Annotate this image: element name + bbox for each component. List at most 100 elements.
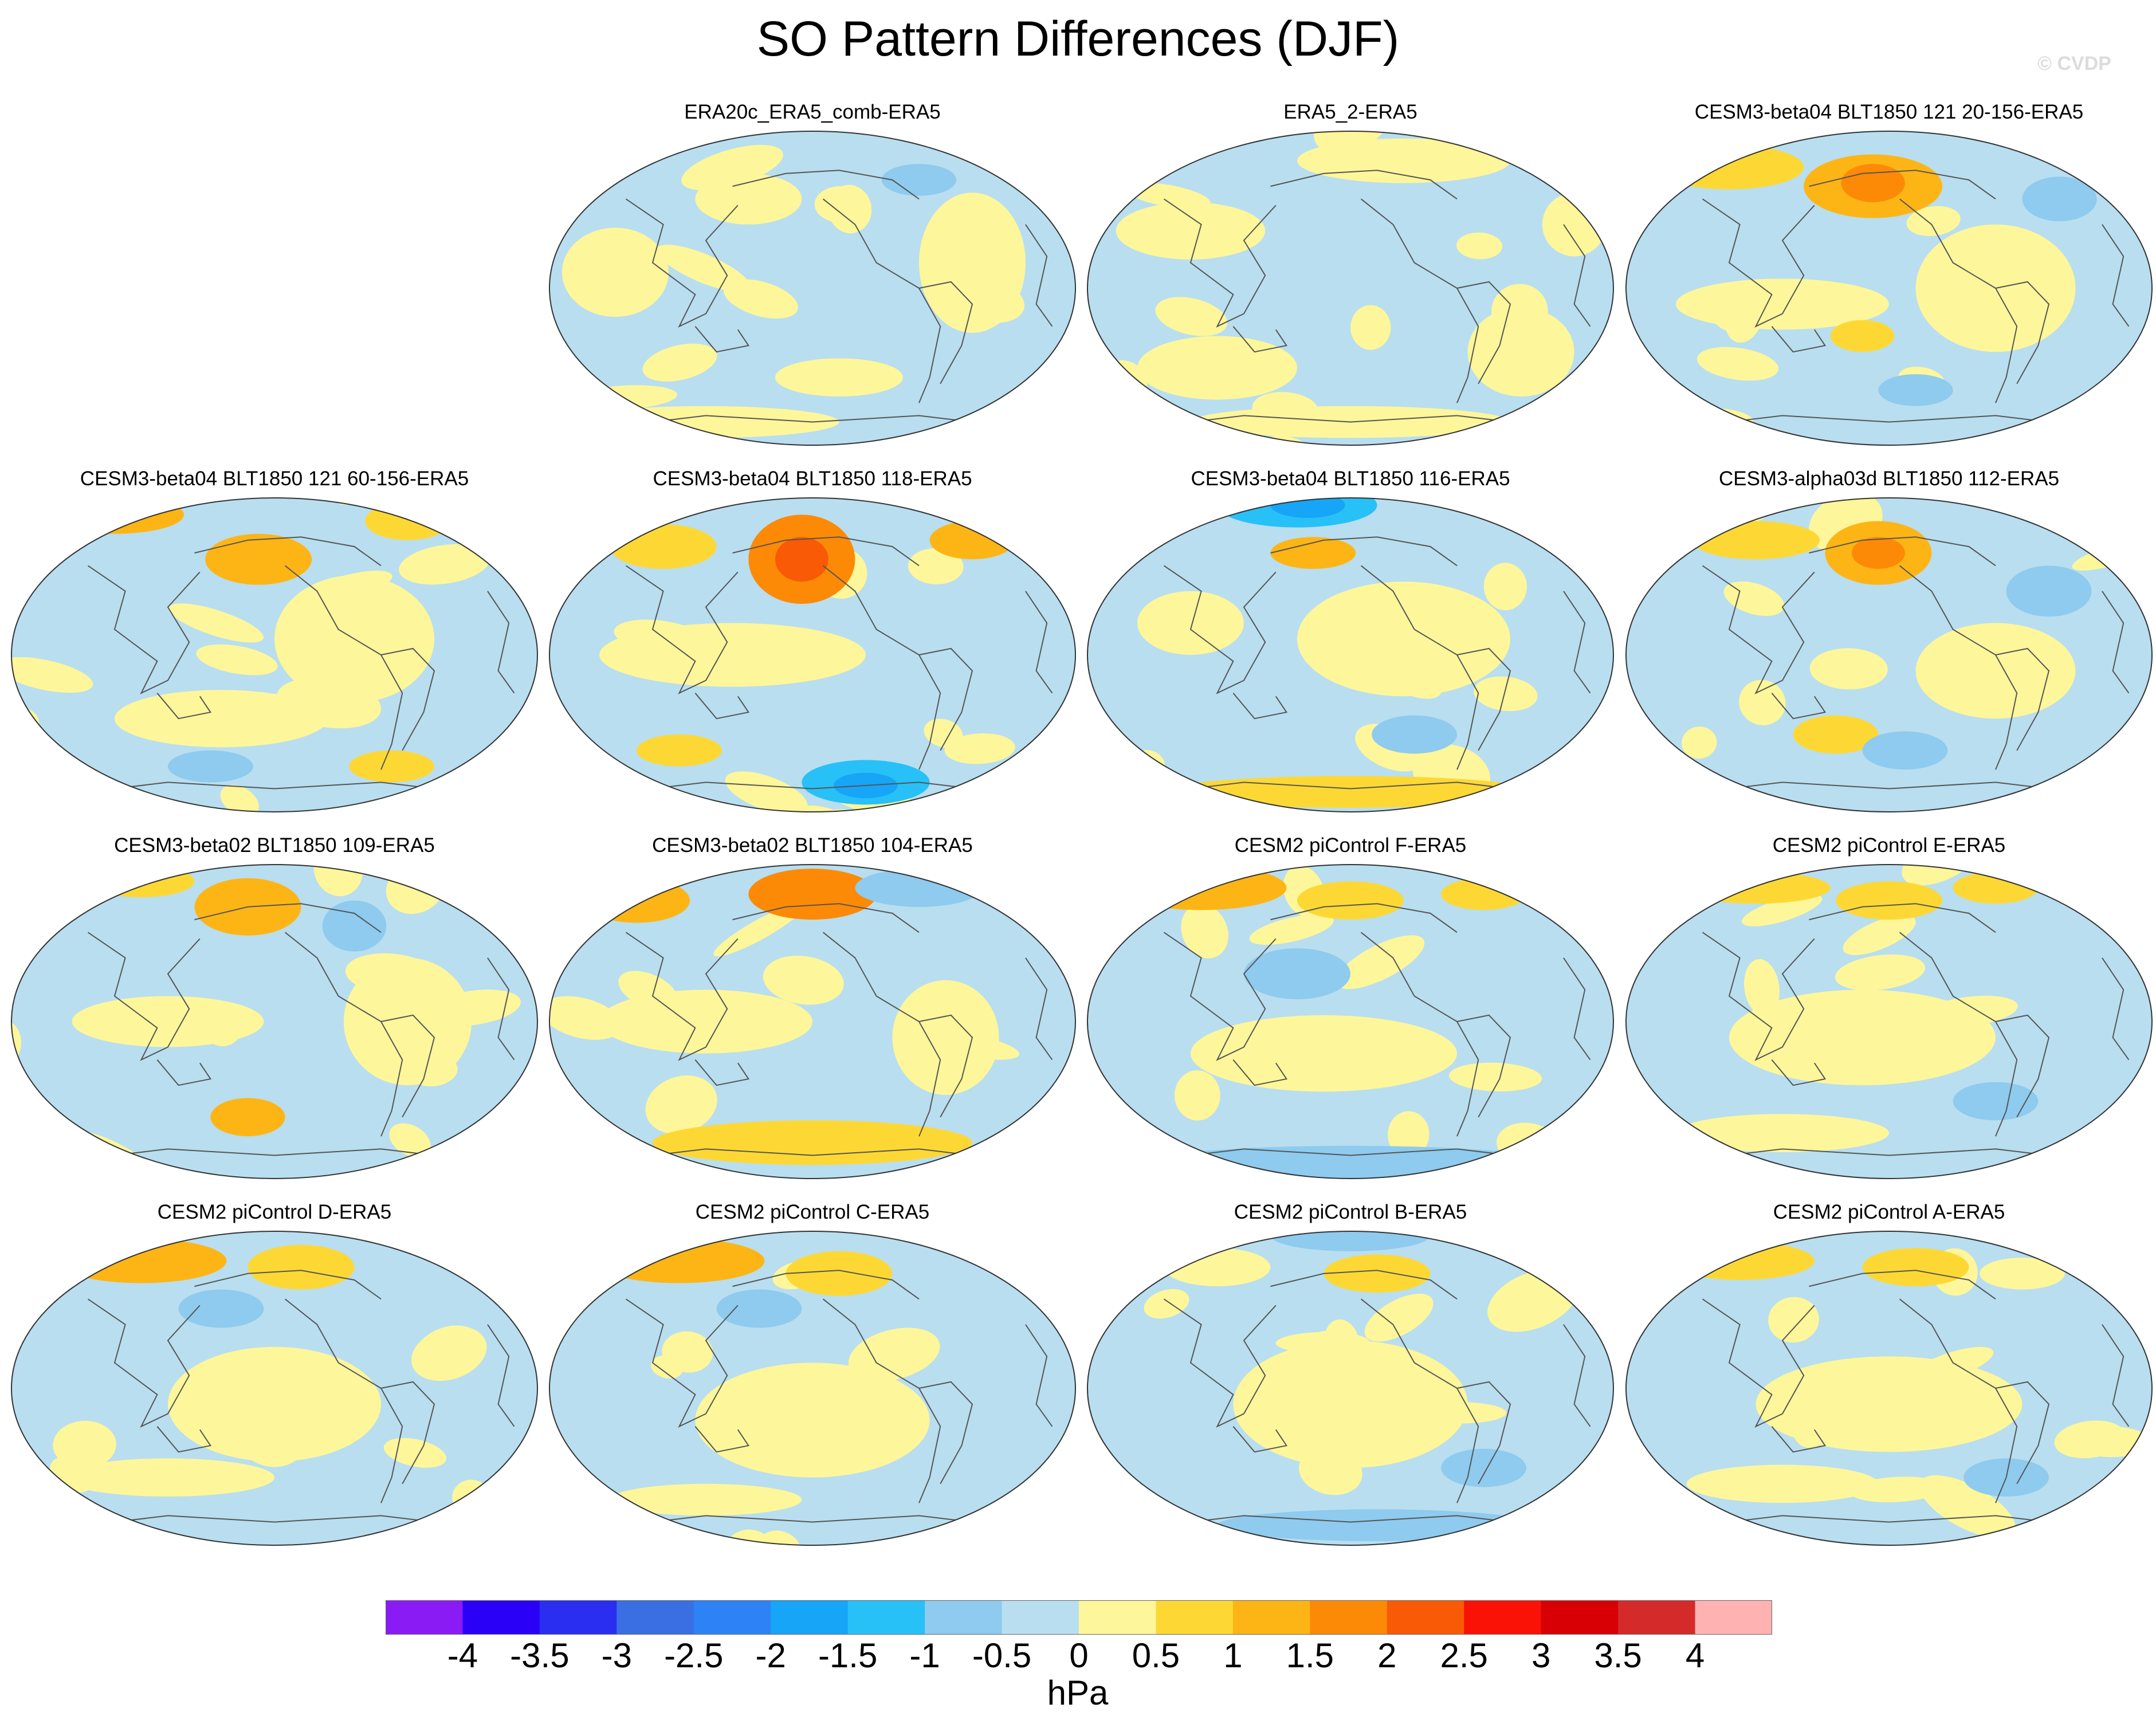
coastline [284,932,403,1137]
anomaly-patch [1155,297,1228,336]
panel-title: CESM3-beta04 BLT1850 121 20-156-ERA5 [1694,101,2084,123]
anomaly-patch [2059,1229,2133,1234]
coastline [1563,224,1591,327]
anomaly-patch [399,544,490,585]
anomaly-patch [1739,680,1786,725]
map-panel: CESM3-beta04 BLT1850 118-ERA5 [546,467,1079,812]
coastline [822,1298,941,1503]
anomaly-patch [758,1530,802,1545]
map-plot [549,131,1076,446]
coastline [732,903,920,933]
coastline [487,957,515,1061]
anomaly-contour [561,227,669,317]
anomaly-contour [919,193,1026,333]
coastline [918,281,973,384]
coastline [1899,1298,2018,1503]
coastline [822,198,941,403]
map-border [1625,864,2153,1179]
coastline [2102,1324,2130,1427]
coastline [1995,1014,2050,1118]
coastline [625,932,739,1061]
map-plot [1625,1229,2153,1546]
colorbar-segment [539,1600,617,1635]
anomaly-patch [2054,1420,2126,1459]
map-plot [549,1231,1076,1546]
coastline [732,1270,920,1300]
anomaly-contour [786,1251,893,1296]
coastline [156,1059,212,1086]
anomaly-contour [1654,144,1804,190]
coastline [1771,1059,1827,1086]
colorbar-units: hPa [1047,1674,1109,1712]
anomaly-patch [723,279,798,319]
coastline [380,647,435,751]
colorbar-tick-label: 3.5 [1594,1636,1642,1675]
map-plot [1625,864,2153,1179]
coastline [1809,170,1996,200]
anomaly-patch [1350,305,1391,350]
coastline [1232,693,1288,720]
coastline [822,932,941,1137]
map-plot [1087,864,1614,1179]
colorbar-segment [1002,1600,1079,1635]
coastline [1563,1324,1591,1427]
coastline [694,1426,750,1453]
panel-title: CESM3-beta04 BLT1850 116-ERA5 [1191,468,1510,490]
coastline [1456,1381,1511,1485]
anomaly-contour [1851,537,1905,569]
coastline [1163,565,1277,694]
coastline [1025,224,1053,327]
anomaly-contour [881,164,957,196]
coastline [1809,536,1996,567]
panel-title: CESM2 piControl C-ERA5 [695,1201,930,1223]
map-border [11,497,538,812]
map-panel: ERA5_2-ERA5 [1084,100,1617,446]
colorbar-segment [1310,1600,1388,1635]
anomaly-contour [1191,1015,1457,1092]
anomaly-contour [1862,1248,1969,1287]
coastline [194,536,382,567]
coastline [918,1381,973,1485]
anomaly-contour [1686,1464,1879,1503]
panel-title: CESM2 piControl E-ERA5 [1772,834,2006,857]
colorbar-segment [1079,1600,1156,1635]
anomaly-contour [1756,1356,2023,1452]
coastline [1702,198,1815,328]
map-border [1087,864,1614,1179]
anomaly-patch [642,343,717,382]
anomaly-patch [2082,878,2127,917]
colorbar-segment [847,1600,925,1635]
panel-title: CESM2 piControl B-ERA5 [1234,1201,1467,1223]
map-border [1087,1231,1614,1546]
coastline [194,903,382,933]
anomaly-contour [61,1458,274,1497]
anomaly-patch [452,1479,490,1515]
map-panel: CESM2 piControl C-ERA5 [546,1200,1079,1546]
anomaly-contour [1915,623,2076,719]
anomaly-contour [1270,537,1356,569]
panel-title: ERA5_2-ERA5 [1283,101,1417,123]
anomaly-contour [1729,989,1996,1086]
map-border [1625,1231,2153,1546]
anomaly-contour [892,980,999,1095]
anomaly-contour [56,1238,227,1283]
anomaly-patch [681,144,783,191]
anomaly-patch [196,644,278,676]
map-border [11,1231,538,1546]
anomaly-patch [1906,206,1961,237]
anomaly-contour [1793,715,1879,754]
anomaly-patch [220,785,259,812]
coastline [625,1298,739,1428]
colorbar-frame [386,1600,1772,1635]
map-panel: CESM2 piControl D-ERA5 [8,1200,541,1546]
panel-title: CESM2 piControl F-ERA5 [1234,834,1467,857]
anomaly-contour [168,750,253,783]
coastline [1456,1014,1511,1118]
colorbar-tick-label: -3.5 [510,1636,570,1675]
anomaly-contour [610,524,717,569]
anomaly-contour [748,869,877,920]
anomaly-contour [72,996,264,1047]
map-plot [1087,131,1614,446]
coastline [1360,565,1479,770]
colorbar-segment [1541,1600,1619,1635]
